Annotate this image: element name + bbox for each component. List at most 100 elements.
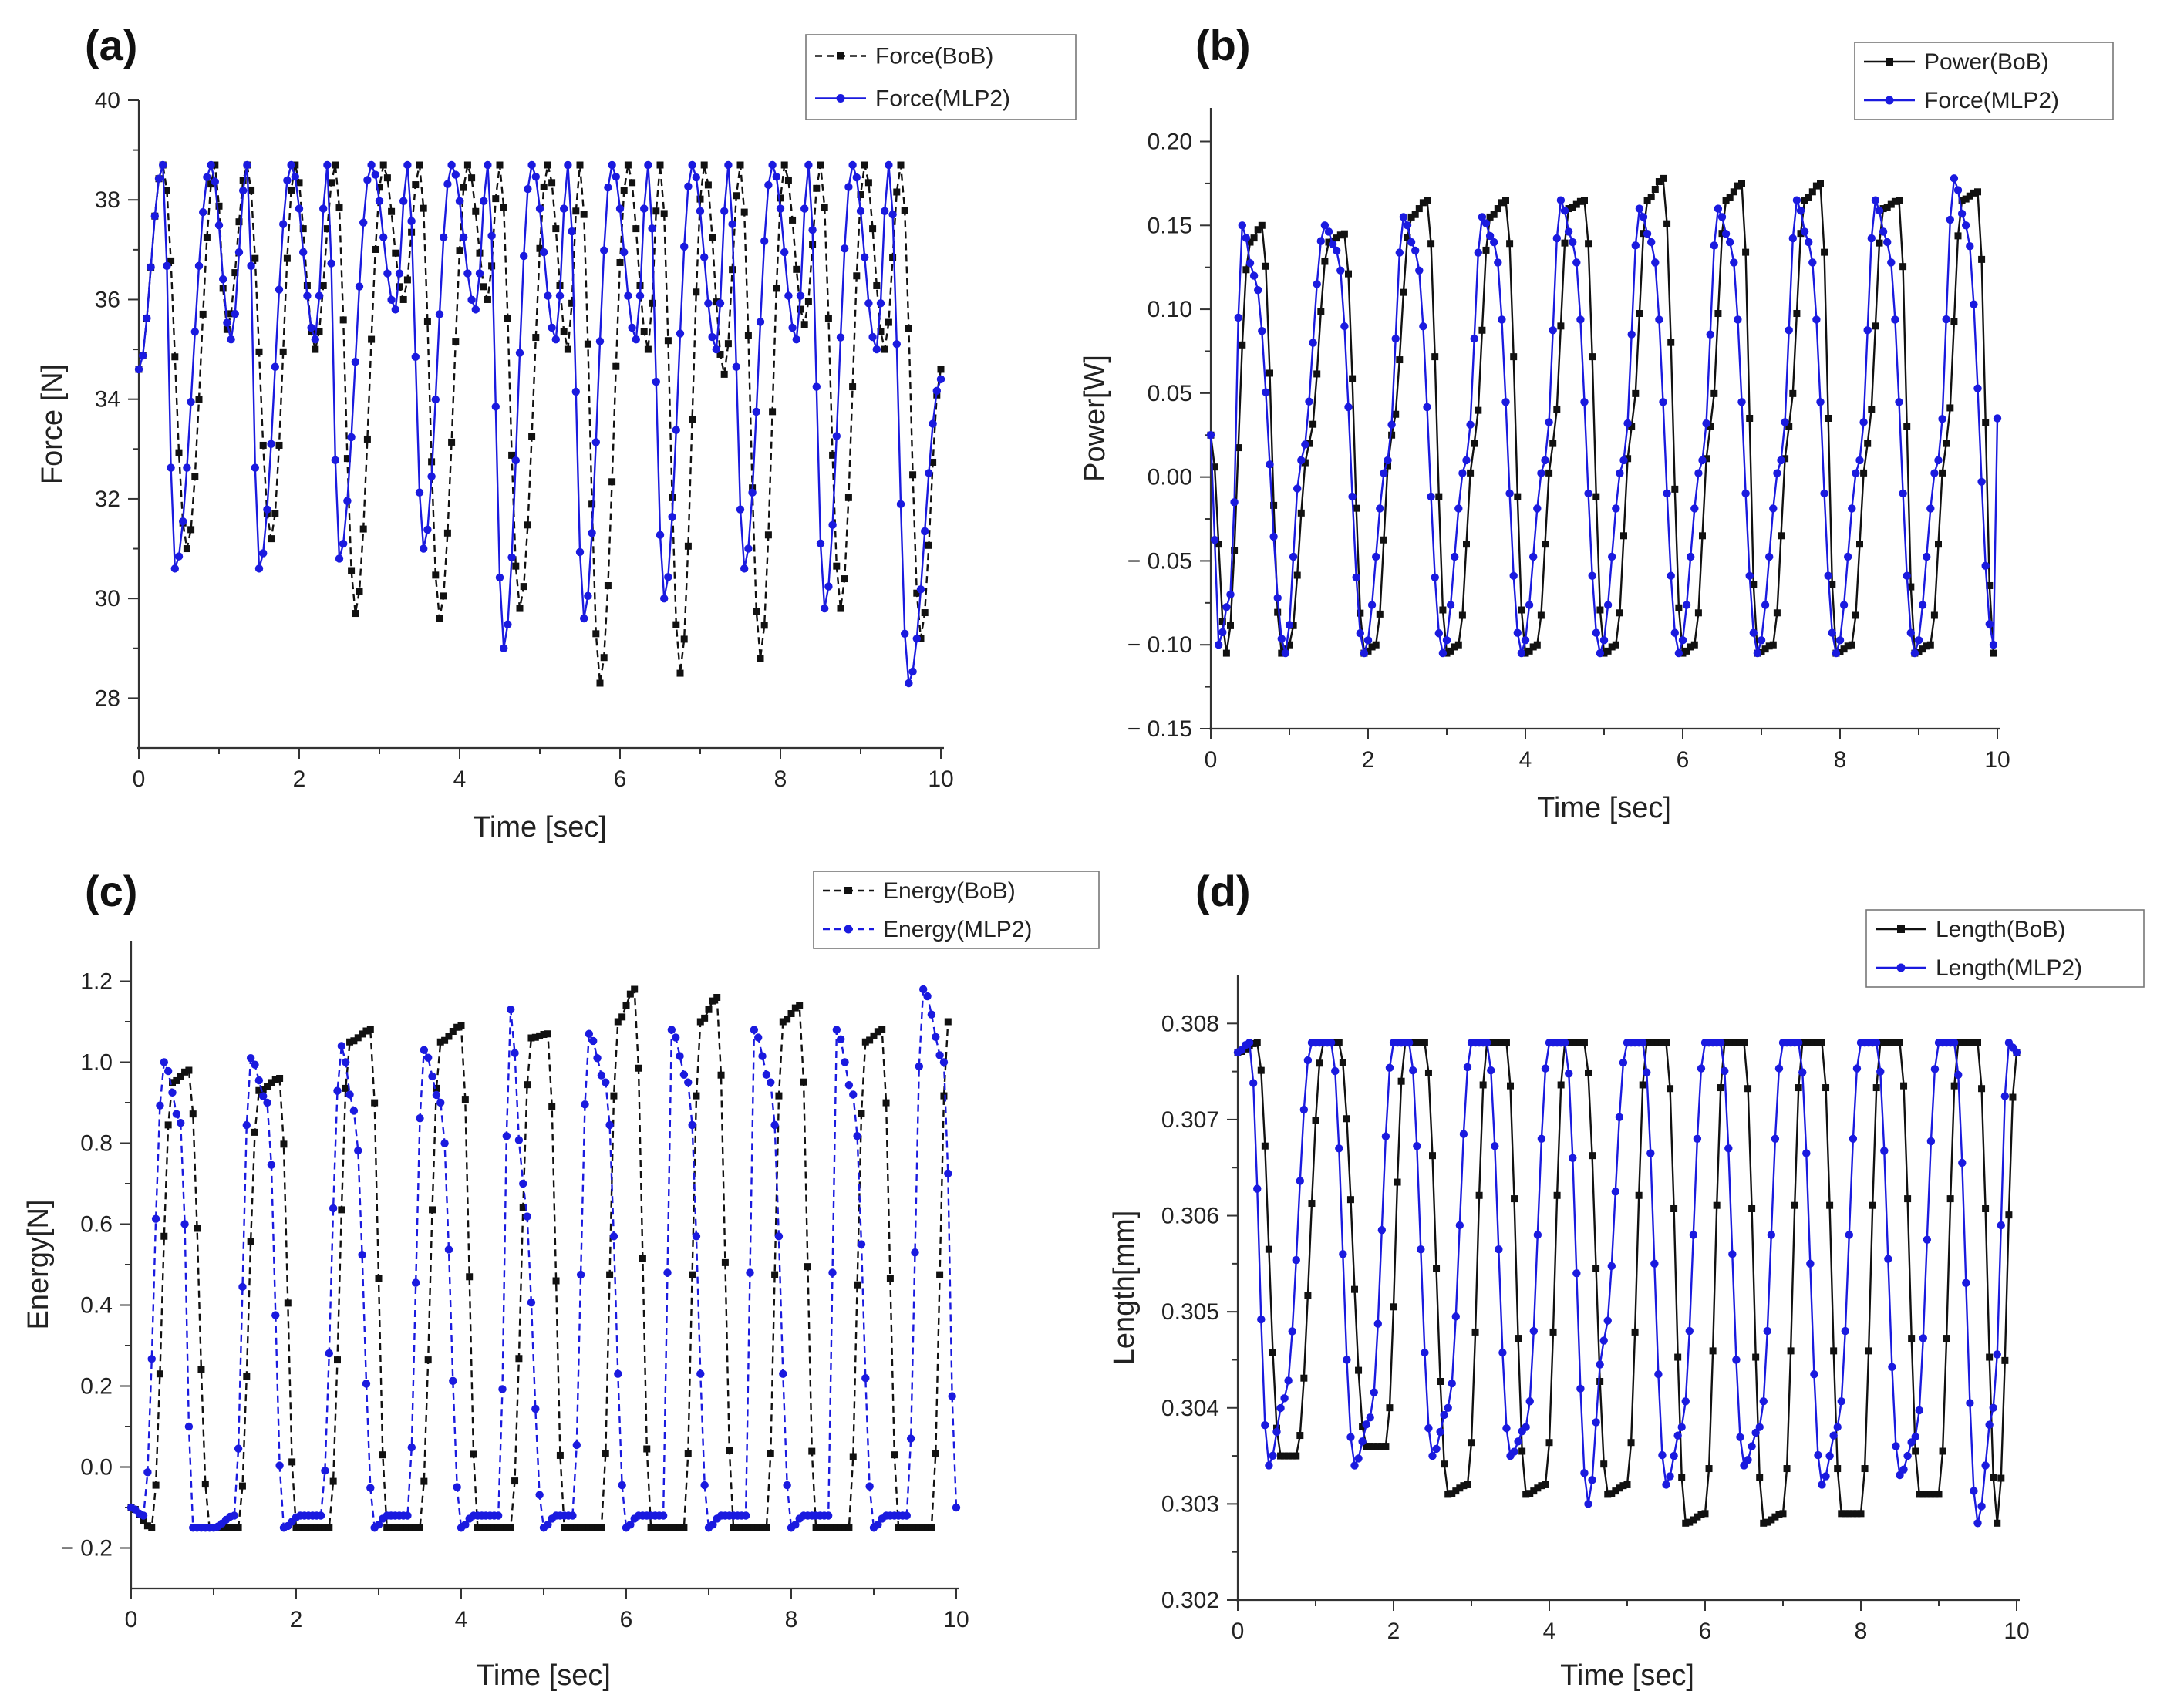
- series-line: [137, 164, 942, 684]
- data-point: [1509, 571, 1518, 580]
- data-point: [1845, 1231, 1854, 1239]
- data-point: [1832, 649, 1841, 658]
- data-point: [1795, 1039, 1803, 1047]
- data-point: [443, 180, 452, 188]
- data-point: [227, 335, 235, 344]
- data-point: [1694, 1513, 1701, 1521]
- data-point: [315, 328, 323, 335]
- data-point: [366, 1026, 374, 1033]
- data-point: [857, 1240, 866, 1248]
- legend-marker: [1886, 58, 1893, 66]
- data-point: [1353, 504, 1360, 512]
- series-line: [1209, 177, 1995, 655]
- data-point: [1673, 1431, 1682, 1440]
- data-point: [1266, 460, 1274, 469]
- data-point: [628, 323, 636, 332]
- data-point: [1280, 1394, 1289, 1403]
- data-point: [1623, 1481, 1631, 1488]
- data-point: [1752, 1353, 1760, 1361]
- data-point: [804, 297, 812, 305]
- data-point: [275, 441, 283, 449]
- y-tick-label: 0.15: [1148, 213, 1192, 238]
- data-point: [1456, 1484, 1464, 1492]
- data-point: [321, 1467, 329, 1475]
- data-point: [1483, 1039, 1491, 1047]
- data-point: [1639, 213, 1648, 221]
- data-point: [368, 335, 376, 343]
- data-point: [1836, 649, 1844, 656]
- data-point: [1830, 1347, 1838, 1355]
- data-point: [511, 1049, 519, 1057]
- data-point: [1399, 213, 1408, 221]
- data-point: [768, 160, 777, 170]
- data-point: [403, 276, 411, 284]
- data-point: [589, 1036, 598, 1046]
- data-point: [1378, 1443, 1386, 1450]
- data-point: [1887, 200, 1895, 208]
- data-point: [829, 451, 837, 459]
- x-tick-label: 4: [1543, 1619, 1556, 1644]
- data-point: [1344, 403, 1353, 412]
- data-point: [1245, 259, 1255, 268]
- data-point: [1643, 229, 1652, 238]
- data-point: [1619, 456, 1628, 465]
- data-point: [1293, 1452, 1300, 1460]
- data-point: [632, 225, 640, 233]
- data-point: [881, 207, 889, 215]
- data-point: [496, 161, 504, 169]
- data-point: [1888, 1039, 1896, 1046]
- data-point: [428, 1072, 436, 1081]
- data-point: [1865, 1347, 1872, 1355]
- data-point: [420, 544, 428, 553]
- data-point: [568, 299, 576, 307]
- data-point: [624, 291, 632, 300]
- data-point: [1470, 334, 1478, 343]
- data-point: [177, 1119, 185, 1127]
- data-point: [589, 1524, 597, 1531]
- data-point: [1475, 1191, 1483, 1199]
- data-point: [476, 249, 484, 257]
- data-point: [886, 1275, 894, 1282]
- data-point: [556, 1451, 564, 1459]
- data-point: [952, 1503, 961, 1512]
- data-point: [1592, 1265, 1600, 1272]
- y-tick-label: 0.307: [1161, 1107, 1219, 1133]
- data-point: [1860, 469, 1868, 477]
- data-point: [1943, 1335, 1950, 1342]
- data-point: [756, 318, 765, 326]
- data-point: [436, 1098, 445, 1107]
- data-point: [1447, 647, 1454, 655]
- data-point: [764, 531, 772, 539]
- data-point: [2001, 1356, 2009, 1364]
- data-point: [789, 216, 797, 224]
- data-point: [1950, 174, 1959, 183]
- data-point: [716, 350, 724, 358]
- data-point: [415, 488, 424, 497]
- data-point: [238, 1282, 247, 1292]
- data-point: [796, 1002, 804, 1009]
- data-point: [1953, 186, 1963, 194]
- data-point: [156, 1370, 163, 1378]
- data-point: [1717, 213, 1727, 221]
- data-point: [143, 314, 151, 322]
- data-point: [1462, 456, 1471, 465]
- data-point: [163, 1066, 173, 1076]
- data-point: [1415, 266, 1424, 275]
- data-point: [1434, 629, 1444, 638]
- data-point: [1297, 509, 1305, 517]
- y-tick-label: 40: [95, 88, 120, 113]
- data-point: [1986, 581, 1994, 589]
- data-point: [1844, 642, 1852, 650]
- data-point: [1918, 601, 1927, 609]
- data-point: [185, 1066, 193, 1074]
- data-point: [484, 160, 492, 170]
- data-point: [387, 1524, 395, 1531]
- x-tick-label: 10: [943, 1607, 969, 1632]
- data-point: [1363, 636, 1373, 645]
- data-point: [1670, 1451, 1678, 1460]
- data-point: [164, 1121, 172, 1129]
- data-point: [1775, 1511, 1783, 1518]
- data-point: [1822, 1084, 1830, 1092]
- data-point: [700, 161, 708, 169]
- data-point: [279, 220, 288, 228]
